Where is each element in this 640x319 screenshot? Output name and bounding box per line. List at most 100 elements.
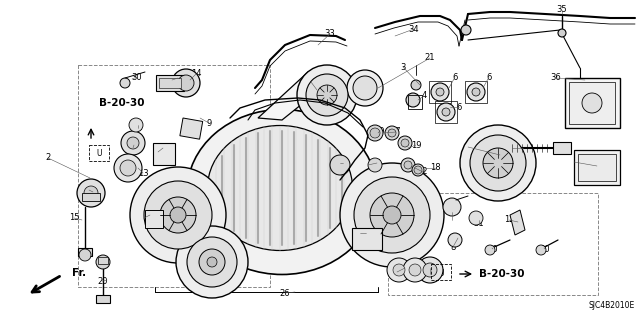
Circle shape — [127, 137, 139, 149]
Bar — [98, 257, 108, 264]
Circle shape — [347, 70, 383, 106]
Text: 37: 37 — [157, 144, 168, 152]
Text: 18: 18 — [429, 164, 440, 173]
Text: 31: 31 — [132, 123, 143, 132]
Bar — [553, 142, 571, 154]
Circle shape — [442, 108, 450, 116]
Circle shape — [199, 249, 225, 275]
Circle shape — [160, 197, 196, 233]
Text: 11: 11 — [173, 73, 183, 83]
Text: 23: 23 — [425, 270, 435, 278]
Bar — [431, 264, 451, 280]
Bar — [565, 78, 620, 128]
Text: 8: 8 — [451, 242, 456, 251]
Circle shape — [121, 131, 145, 155]
Circle shape — [354, 177, 430, 253]
Text: 30: 30 — [540, 244, 550, 254]
Circle shape — [411, 80, 421, 90]
Text: U: U — [96, 149, 102, 158]
Text: 6: 6 — [452, 72, 458, 81]
Bar — [153, 143, 175, 165]
Text: 21: 21 — [518, 144, 528, 152]
Circle shape — [77, 179, 105, 207]
Circle shape — [120, 160, 136, 176]
Bar — [408, 95, 422, 109]
Text: 27: 27 — [390, 128, 401, 137]
Text: 3: 3 — [400, 63, 406, 71]
Text: 13: 13 — [392, 268, 403, 277]
Circle shape — [385, 126, 399, 140]
Circle shape — [370, 193, 414, 237]
Text: 17: 17 — [463, 143, 474, 152]
Circle shape — [370, 128, 380, 138]
Bar — [429, 81, 451, 103]
Circle shape — [483, 148, 513, 178]
Circle shape — [170, 207, 186, 223]
Ellipse shape — [187, 109, 377, 275]
Bar — [156, 75, 184, 91]
Circle shape — [469, 211, 483, 225]
Text: 19: 19 — [411, 140, 421, 150]
Circle shape — [443, 198, 461, 216]
Circle shape — [187, 237, 237, 287]
Text: 12: 12 — [504, 216, 515, 225]
Text: 7: 7 — [374, 159, 380, 167]
Circle shape — [404, 161, 412, 169]
Text: 35: 35 — [557, 5, 567, 14]
Circle shape — [470, 135, 526, 191]
Circle shape — [423, 263, 437, 277]
Text: 23: 23 — [128, 144, 138, 152]
Bar — [180, 118, 203, 139]
Circle shape — [120, 78, 130, 88]
Bar — [78, 248, 92, 256]
Circle shape — [398, 136, 412, 150]
Circle shape — [172, 69, 200, 97]
Circle shape — [448, 233, 462, 247]
Text: 10: 10 — [447, 207, 457, 217]
Bar — [574, 150, 620, 185]
Text: 6: 6 — [486, 72, 492, 81]
Circle shape — [176, 226, 248, 298]
Text: 14: 14 — [84, 186, 94, 195]
Text: 14: 14 — [191, 70, 201, 78]
Circle shape — [129, 118, 143, 132]
Bar — [465, 81, 487, 103]
Text: 4: 4 — [421, 92, 427, 100]
Text: 20: 20 — [98, 277, 108, 286]
Circle shape — [431, 83, 449, 101]
Text: 31: 31 — [474, 219, 484, 228]
Circle shape — [144, 181, 212, 249]
Circle shape — [207, 257, 217, 267]
Bar — [388, 193, 598, 295]
Text: 38: 38 — [360, 228, 371, 238]
Circle shape — [388, 129, 396, 137]
Circle shape — [353, 76, 377, 100]
Text: 36: 36 — [550, 73, 561, 83]
Circle shape — [96, 255, 110, 269]
Circle shape — [412, 164, 424, 176]
Text: 24: 24 — [338, 159, 348, 167]
Polygon shape — [258, 72, 332, 120]
Circle shape — [536, 245, 546, 255]
Text: 2: 2 — [45, 153, 51, 162]
Circle shape — [582, 93, 602, 113]
Circle shape — [330, 155, 350, 175]
Bar — [569, 82, 615, 124]
Text: 9: 9 — [206, 118, 212, 128]
Circle shape — [414, 166, 422, 174]
Bar — [145, 210, 163, 228]
Bar — [96, 295, 110, 303]
Circle shape — [417, 257, 443, 283]
Bar — [159, 78, 181, 88]
Circle shape — [558, 29, 566, 37]
Bar — [435, 101, 457, 123]
Circle shape — [406, 93, 420, 107]
Text: SJC4B2010E: SJC4B2010E — [589, 301, 635, 310]
Circle shape — [340, 163, 444, 267]
Circle shape — [383, 206, 401, 224]
Circle shape — [297, 65, 357, 125]
Bar — [578, 154, 616, 181]
Text: 5: 5 — [595, 161, 600, 170]
Circle shape — [472, 88, 480, 96]
Text: 30: 30 — [132, 72, 142, 81]
